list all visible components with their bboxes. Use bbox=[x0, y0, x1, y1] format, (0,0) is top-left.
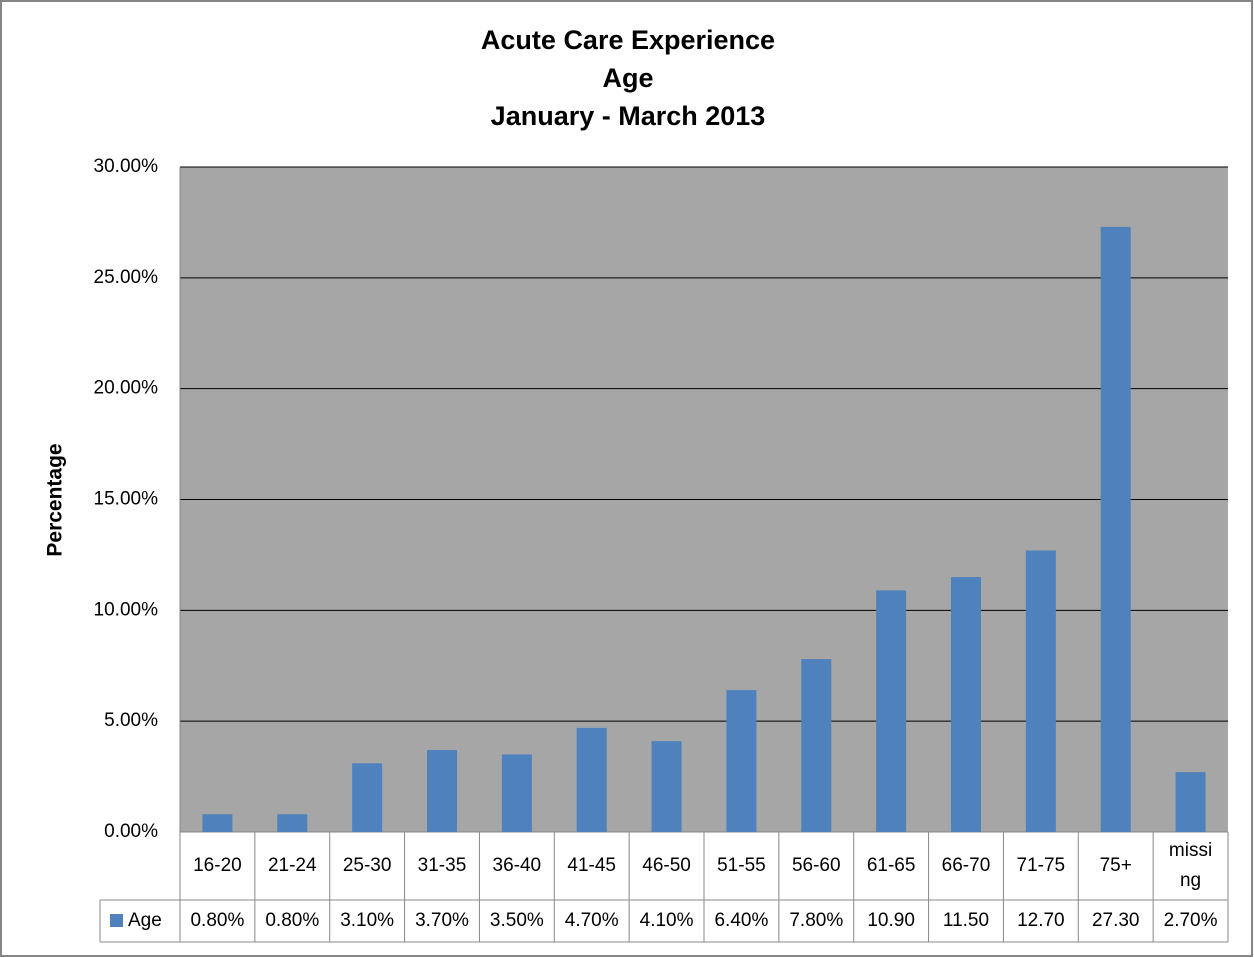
data-table-value: 4.10% bbox=[640, 910, 694, 931]
y-axis-label: Percentage bbox=[44, 443, 67, 556]
y-tick-label: 30.00% bbox=[94, 156, 159, 177]
data-table-value: 7.80% bbox=[789, 910, 843, 931]
bar bbox=[951, 577, 981, 832]
y-tick-label: 0.00% bbox=[104, 821, 158, 842]
data-table-value: 3.50% bbox=[490, 910, 544, 931]
bar bbox=[876, 590, 907, 832]
x-tick-label: 25-30 bbox=[342, 855, 392, 876]
x-tick-label-box: 21-24 bbox=[267, 855, 317, 876]
data-table-value: 6.40% bbox=[714, 910, 768, 931]
data-table-value: 11.50 bbox=[943, 910, 989, 931]
x-tick-label-box: 46-50 bbox=[642, 855, 691, 876]
bar bbox=[576, 727, 607, 832]
bar bbox=[1025, 550, 1056, 832]
x-tick-label: 41-45 bbox=[567, 855, 616, 876]
data-table-value: 12.70 bbox=[1017, 910, 1065, 931]
x-tick-label-box: 51-55 bbox=[717, 855, 766, 876]
x-tick-label: 46-50 bbox=[642, 855, 691, 876]
bar bbox=[726, 690, 757, 832]
bar bbox=[427, 749, 457, 832]
data-table-value: 3.10% bbox=[340, 910, 394, 931]
x-tick-label: 71-75 bbox=[1016, 855, 1066, 876]
x-tick-label: 31-35 bbox=[417, 855, 467, 876]
x-tick-label-box: 16-20 bbox=[193, 855, 242, 876]
chart-title: Acute Care Experience bbox=[481, 25, 775, 55]
x-tick-label: 56-60 bbox=[791, 855, 841, 876]
x-tick-label-box: 71-75 bbox=[1016, 855, 1066, 876]
data-table-value: 27.30 bbox=[1092, 910, 1140, 931]
bar bbox=[1100, 226, 1131, 833]
x-tick-label-box: 31-35 bbox=[417, 855, 467, 876]
data-table-value: 4.70% bbox=[565, 910, 619, 931]
data-table-value: 2.70% bbox=[1164, 910, 1218, 931]
x-tick-label: 66-70 bbox=[941, 855, 991, 876]
x-tick-label: 51-55 bbox=[717, 855, 766, 876]
data-table-value: 3.70% bbox=[415, 910, 469, 931]
x-tick-label-box: 56-60 bbox=[791, 855, 841, 876]
x-tick-label-box: 66-70 bbox=[941, 855, 991, 876]
x-tick-label: 75+ bbox=[1099, 855, 1132, 876]
legend-key bbox=[110, 914, 123, 927]
x-tick-label-box: 41-45 bbox=[567, 855, 616, 876]
x-tick-label: 21-24 bbox=[267, 855, 317, 876]
y-tick-label: 20.00% bbox=[94, 378, 159, 399]
bar bbox=[352, 763, 383, 832]
x-tick-label-box: missing bbox=[1168, 840, 1213, 891]
bar bbox=[801, 659, 832, 832]
x-tick-label: 36-40 bbox=[492, 855, 542, 876]
data-table-value: 10.90 bbox=[867, 910, 915, 931]
bar bbox=[202, 814, 233, 832]
x-tick-label: 61-65 bbox=[866, 855, 916, 876]
chart-subtitle: Age bbox=[602, 63, 653, 93]
chart-period: January - March 2013 bbox=[491, 101, 766, 131]
bar bbox=[501, 754, 532, 832]
bar bbox=[277, 814, 308, 832]
bar bbox=[1175, 772, 1206, 832]
x-tick-label-box: 75+ bbox=[1099, 855, 1132, 876]
y-tick-label: 25.00% bbox=[94, 267, 159, 288]
x-tick-label: missing bbox=[1168, 840, 1213, 891]
legend-label: Age bbox=[128, 910, 162, 931]
x-tick-label: 16-20 bbox=[193, 855, 242, 876]
data-table-value: 0.80% bbox=[265, 910, 319, 931]
y-tick-label: 15.00% bbox=[94, 489, 159, 510]
x-tick-label-box: 61-65 bbox=[866, 855, 916, 876]
x-tick-label-box: 25-30 bbox=[342, 855, 392, 876]
data-table-value: 0.80% bbox=[190, 910, 244, 931]
y-tick-label: 5.00% bbox=[104, 710, 158, 731]
bar bbox=[651, 741, 682, 832]
y-tick-label: 10.00% bbox=[94, 599, 159, 620]
x-tick-label-box: 36-40 bbox=[492, 855, 542, 876]
